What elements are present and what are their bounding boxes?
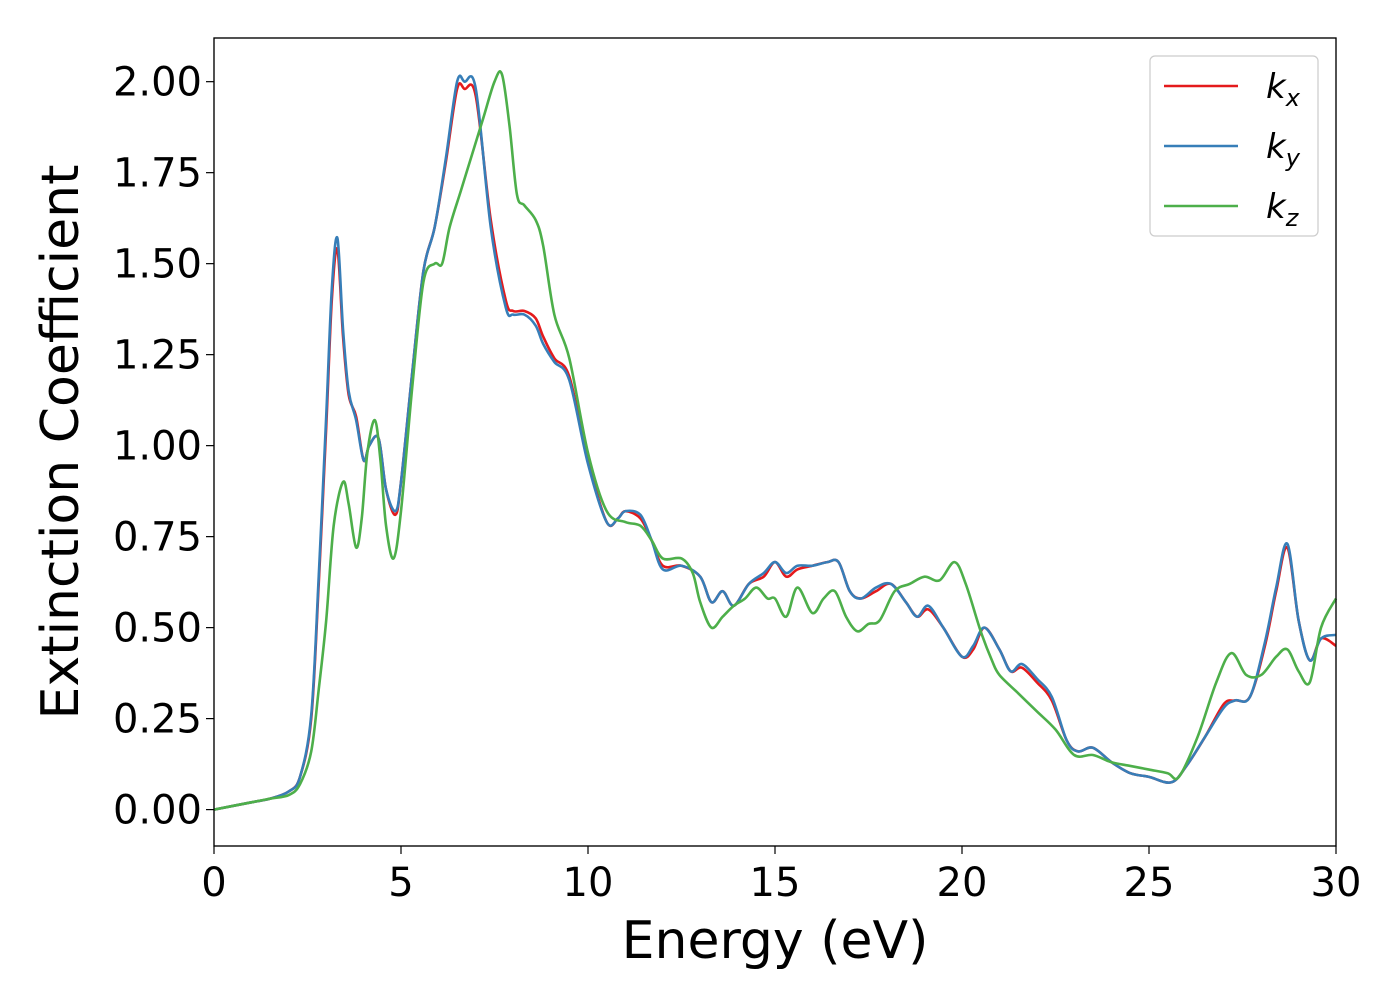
x-axis-title: Energy (eV) (622, 911, 929, 971)
y-tick-label: 2.00 (113, 60, 202, 106)
y-tick-label: 0.75 (113, 515, 202, 561)
y-tick-label: 0.50 (113, 606, 202, 652)
x-tick-label: 5 (388, 860, 413, 906)
legend-label-x: kx (1266, 67, 1301, 112)
x-tick-label: 0 (201, 860, 226, 906)
x-tick-label: 20 (937, 860, 988, 906)
legend-items: kx ky kz (1164, 67, 1301, 232)
series-layer (213, 70, 1338, 811)
y-axis-ticks: 0.00 0.25 0.50 0.75 1.00 1.25 1.50 1.75 2.00 (113, 60, 214, 834)
legend: kx ky kz (1149, 55, 1319, 237)
y-tick-label: 1.50 (113, 242, 202, 288)
plot-frame (213, 37, 1337, 847)
y-tick-label: 1.00 (113, 424, 202, 470)
x-tick-label: 30 (1311, 860, 1362, 906)
x-axis-ticks: 0 5 10 15 20 25 30 (201, 846, 1361, 906)
legend-label-z: kz (1266, 187, 1300, 232)
y-tick-label: 1.25 (113, 333, 202, 379)
y-tick-label: 0.00 (113, 788, 202, 834)
y-tick-label: 1.75 (113, 151, 202, 197)
series-line-z (213, 70, 1338, 811)
x-tick-label: 15 (750, 860, 801, 906)
y-axis-title: Extinction Coefficient (31, 165, 91, 720)
legend-label-y: ky (1266, 127, 1301, 172)
x-tick-label: 25 (1124, 860, 1175, 906)
y-tick-label: 0.25 (113, 697, 202, 743)
x-tick-label: 10 (563, 860, 614, 906)
plot-area (213, 37, 1337, 847)
